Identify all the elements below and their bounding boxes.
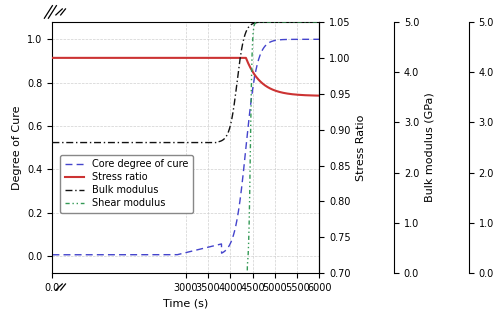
Y-axis label: Bulk modulus (GPa): Bulk modulus (GPa)	[425, 93, 435, 203]
Legend: Core degree of cure, Stress ratio, Bulk modulus, Shear modulus: Core degree of cure, Stress ratio, Bulk …	[60, 154, 193, 213]
Y-axis label: Degree of Cure: Degree of Cure	[12, 105, 22, 190]
Y-axis label: Stress Ratio: Stress Ratio	[356, 114, 366, 181]
X-axis label: Time (s): Time (s)	[163, 299, 209, 308]
